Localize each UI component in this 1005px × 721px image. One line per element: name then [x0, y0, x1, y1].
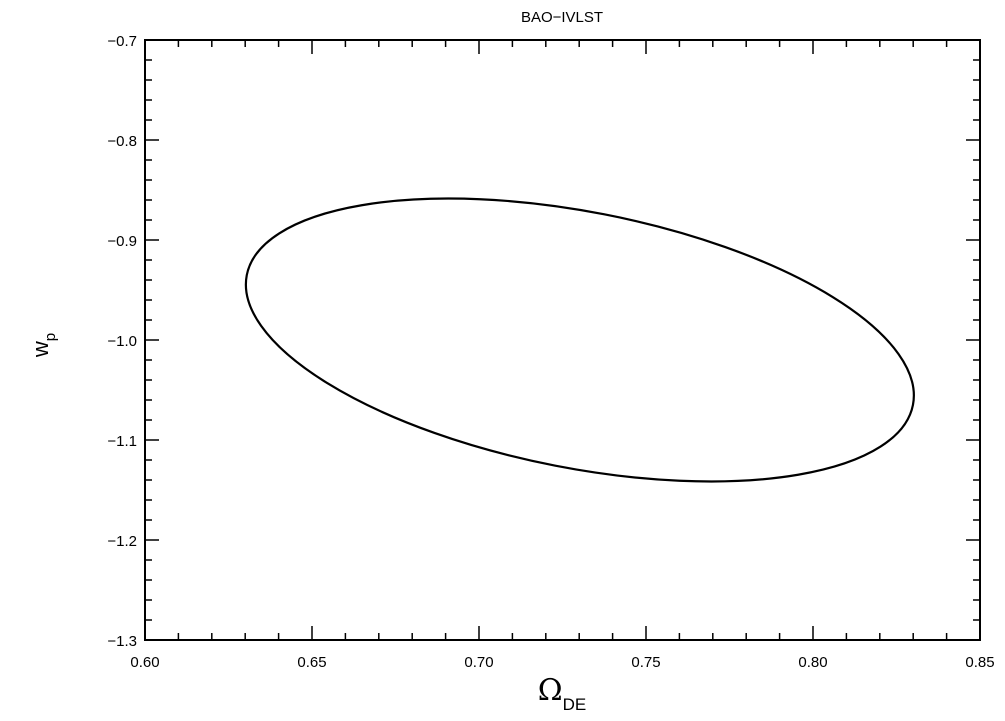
- contour-solid: [244, 197, 915, 483]
- x-tick-label: 0.70: [464, 654, 493, 671]
- x-tick-label: 0.75: [631, 654, 660, 671]
- x-axis-label-main: Ω: [538, 673, 563, 708]
- y-tick-label: −0.7: [107, 33, 137, 50]
- y-axis-label-main: w: [28, 341, 53, 358]
- axis-ticks: 0.60 0.65 0.70 0.75 0.80 0.85 −1.3 −1.2 −1.1 −1.0…: [107, 33, 994, 671]
- plot-frame: [144, 39, 981, 641]
- y-tick-label: −1.2: [107, 533, 137, 550]
- y-tick-label: −0.8: [107, 133, 137, 150]
- x-axis-label-sub: DE: [563, 695, 587, 714]
- x-axis-label: ΩDE: [538, 673, 587, 714]
- x-tick-label: 0.65: [297, 654, 326, 671]
- plot-area: [244, 197, 915, 483]
- y-tick-label: −0.9: [107, 233, 137, 250]
- y-tick-label: −1.1: [107, 433, 137, 450]
- chart-title: BAO−IVLST: [521, 9, 603, 26]
- y-tick-label: −1.3: [107, 633, 137, 650]
- contours: [244, 197, 915, 483]
- y-axis-label: wp: [28, 333, 59, 358]
- x-tick-label: 0.60: [130, 654, 159, 671]
- x-tick-label: 0.85: [965, 654, 994, 671]
- x-tick-label: 0.80: [798, 654, 827, 671]
- y-tick-label: −1.0: [107, 333, 137, 350]
- y-axis-label-sub: p: [42, 333, 59, 341]
